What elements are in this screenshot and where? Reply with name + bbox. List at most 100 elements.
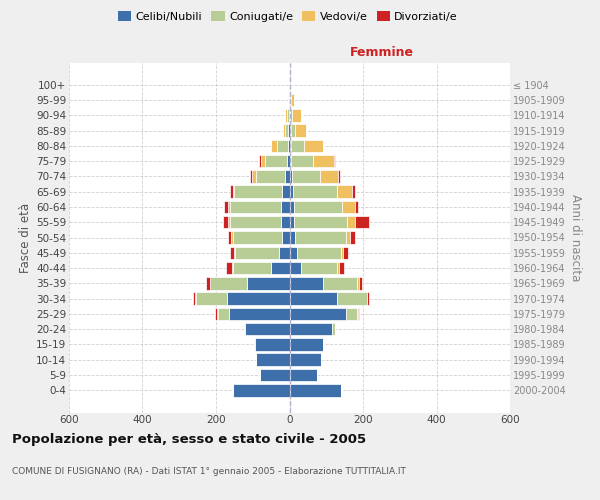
Bar — [295, 124, 306, 137]
Bar — [367, 292, 369, 305]
Bar — [230, 200, 281, 213]
Bar — [355, 200, 358, 213]
Bar — [252, 170, 256, 182]
Bar — [295, 231, 346, 244]
Bar — [290, 94, 293, 106]
Bar — [279, 246, 290, 259]
Bar — [350, 231, 355, 244]
Bar — [235, 246, 279, 259]
Bar — [193, 292, 195, 305]
Bar — [228, 231, 232, 244]
Bar — [232, 262, 233, 274]
Bar — [211, 277, 247, 289]
Bar — [287, 94, 289, 106]
Bar — [265, 155, 287, 168]
Bar — [290, 124, 295, 137]
Bar — [233, 262, 271, 274]
Text: Popolazione per età, sesso e stato civile - 2005: Popolazione per età, sesso e stato civil… — [12, 432, 366, 446]
Bar — [223, 216, 228, 228]
Bar — [290, 186, 293, 198]
Bar — [359, 277, 362, 289]
Bar — [290, 292, 337, 305]
Bar — [323, 277, 358, 289]
Bar — [352, 186, 355, 198]
Text: COMUNE DI FUSIGNANO (RA) - Dati ISTAT 1° gennaio 2005 - Elaborazione TUTTITALIA.: COMUNE DI FUSIGNANO (RA) - Dati ISTAT 1°… — [12, 468, 406, 476]
Bar — [271, 140, 277, 152]
Bar — [338, 170, 340, 182]
Bar — [290, 338, 323, 350]
Bar — [245, 323, 290, 336]
Bar — [228, 216, 230, 228]
Bar — [195, 292, 196, 305]
Bar — [290, 323, 332, 336]
Bar — [358, 308, 359, 320]
Bar — [235, 186, 282, 198]
Bar — [233, 186, 235, 198]
Bar — [346, 308, 358, 320]
Bar — [320, 170, 338, 182]
Legend: Celibi/Nubili, Coniugati/e, Vedovi/e, Divorziati/e: Celibi/Nubili, Coniugati/e, Vedovi/e, Di… — [113, 6, 463, 26]
Bar — [217, 308, 218, 320]
Bar — [294, 216, 347, 228]
Bar — [301, 262, 337, 274]
Bar — [230, 216, 281, 228]
Bar — [292, 109, 301, 122]
Bar — [290, 216, 294, 228]
Bar — [290, 170, 292, 182]
Bar — [289, 109, 290, 122]
Bar — [337, 262, 339, 274]
Bar — [337, 292, 367, 305]
Bar — [292, 155, 313, 168]
Bar — [260, 369, 290, 382]
Bar — [227, 292, 290, 305]
Bar — [224, 200, 228, 213]
Bar — [343, 246, 348, 259]
Bar — [290, 246, 297, 259]
Bar — [226, 262, 232, 274]
Bar — [206, 277, 210, 289]
Bar — [341, 200, 355, 213]
Bar — [293, 186, 337, 198]
Bar — [337, 186, 352, 198]
Bar — [297, 246, 341, 259]
Bar — [287, 109, 289, 122]
Bar — [281, 216, 290, 228]
Bar — [285, 170, 290, 182]
Bar — [290, 277, 323, 289]
Bar — [339, 262, 344, 274]
Bar — [358, 277, 359, 289]
Bar — [271, 262, 290, 274]
Bar — [261, 155, 265, 168]
Bar — [233, 384, 290, 396]
Bar — [290, 369, 317, 382]
Bar — [304, 140, 323, 152]
Bar — [218, 308, 229, 320]
Bar — [292, 170, 320, 182]
Bar — [277, 140, 287, 152]
Bar — [285, 109, 287, 122]
Bar — [259, 155, 261, 168]
Bar — [196, 292, 227, 305]
Bar — [290, 200, 294, 213]
Bar — [215, 308, 217, 320]
Bar — [290, 231, 295, 244]
Bar — [287, 155, 290, 168]
Bar — [282, 231, 290, 244]
Bar — [290, 262, 301, 274]
Bar — [290, 384, 341, 396]
Bar — [290, 308, 346, 320]
Bar — [282, 186, 290, 198]
Y-axis label: Anni di nascita: Anni di nascita — [569, 194, 583, 281]
Bar — [290, 109, 292, 122]
Y-axis label: Fasce di età: Fasce di età — [19, 202, 32, 272]
Bar — [287, 140, 290, 152]
Bar — [256, 354, 290, 366]
Bar — [230, 246, 235, 259]
Text: Femmine: Femmine — [350, 46, 414, 59]
Bar — [250, 170, 252, 182]
Bar — [229, 308, 290, 320]
Bar — [230, 186, 233, 198]
Bar — [291, 140, 304, 152]
Bar — [244, 323, 245, 336]
Bar — [286, 124, 289, 137]
